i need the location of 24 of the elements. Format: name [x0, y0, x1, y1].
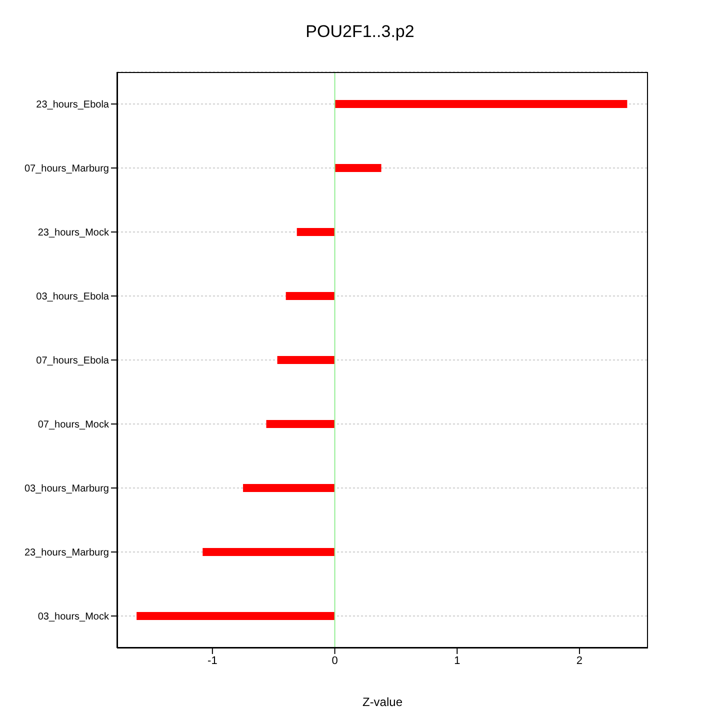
chart-title: POU2F1..3.p2 [304, 22, 416, 42]
x-axis-title: Z-value [362, 695, 403, 709]
bar [277, 356, 335, 364]
y-tick-label: 23_hours_Marburg [24, 548, 109, 559]
y-tick-label: 03_hours_Ebola [36, 292, 110, 303]
bar [266, 420, 335, 428]
x-tick-label: -1 [208, 654, 218, 667]
y-tick-label: 23_hours_Mock [38, 228, 110, 239]
x-tick-label: 0 [332, 654, 338, 667]
x-tick-label: 1 [454, 654, 460, 667]
bar [243, 484, 335, 492]
bar [202, 548, 335, 556]
bar [286, 292, 335, 300]
bar [334, 164, 382, 172]
bar [334, 100, 628, 108]
bar [136, 612, 335, 620]
y-tick-label: 07_hours_Marburg [24, 164, 109, 175]
x-tick-label: 2 [576, 654, 583, 667]
y-tick-label: 23_hours_Ebola [36, 100, 110, 111]
y-tick-label: 07_hours_Mock [38, 420, 110, 431]
y-tick-label: 07_hours_Ebola [36, 356, 110, 367]
y-tick-label: 03_hours_Mock [38, 612, 110, 623]
y-tick-label: 03_hours_Marburg [24, 484, 109, 495]
bar [296, 228, 335, 236]
